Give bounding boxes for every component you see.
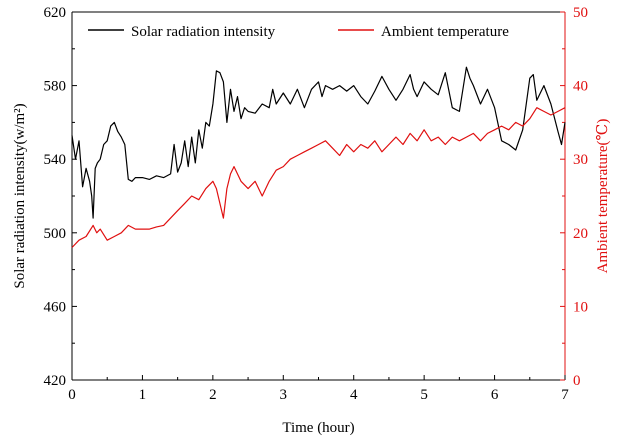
left-y-tick-label: 420 (44, 373, 67, 389)
right-y-tick-label: 30 (573, 152, 588, 168)
x-axis-title: Time (hour) (282, 420, 354, 436)
x-tick-label: 7 (561, 387, 569, 403)
legend-label-solar-radiation: Solar radiation intensity (131, 24, 276, 40)
x-tick-label: 6 (491, 387, 499, 403)
x-tick-label: 4 (350, 387, 358, 403)
right-y-tick-label: 20 (573, 226, 588, 242)
x-tick-label: 5 (420, 387, 428, 403)
ambient-temperature-line (71, 107, 566, 248)
right-y-tick-label: 40 (573, 79, 588, 95)
x-tick-label: 2 (209, 387, 217, 403)
right-y-axis-ticks: 0 10 20 30 40 50 (560, 5, 588, 389)
left-y-tick-label: 540 (44, 152, 67, 168)
series-layer (71, 66, 566, 248)
right-y-tick-label: 0 (573, 373, 581, 389)
plot-frame (71, 11, 566, 381)
right-y-tick-label: 50 (573, 5, 588, 21)
solar-radiation-line (71, 66, 566, 219)
legend: Solar radiation intensity Ambient temper… (88, 24, 509, 40)
left-y-tick-label: 620 (44, 5, 67, 21)
right-y-tick-label: 10 (573, 299, 588, 315)
legend-label-ambient-temperature: Ambient temperature (381, 24, 509, 40)
left-y-tick-label: 580 (44, 79, 67, 95)
x-tick-label: 3 (280, 387, 288, 403)
right-y-axis-title: Ambient temperature(℃) (595, 119, 611, 274)
left-y-tick-label: 500 (44, 226, 67, 242)
x-axis-ticks: 0 1 2 3 4 5 6 7 (68, 375, 569, 403)
left-y-tick-label: 460 (44, 299, 67, 315)
x-tick-label: 0 (68, 387, 76, 403)
x-tick-label: 1 (139, 387, 147, 403)
left-y-axis-ticks: 420 460 500 540 580 620 (44, 5, 77, 389)
left-y-axis-title: Solar radiation intensity(w/m²) (12, 103, 28, 288)
